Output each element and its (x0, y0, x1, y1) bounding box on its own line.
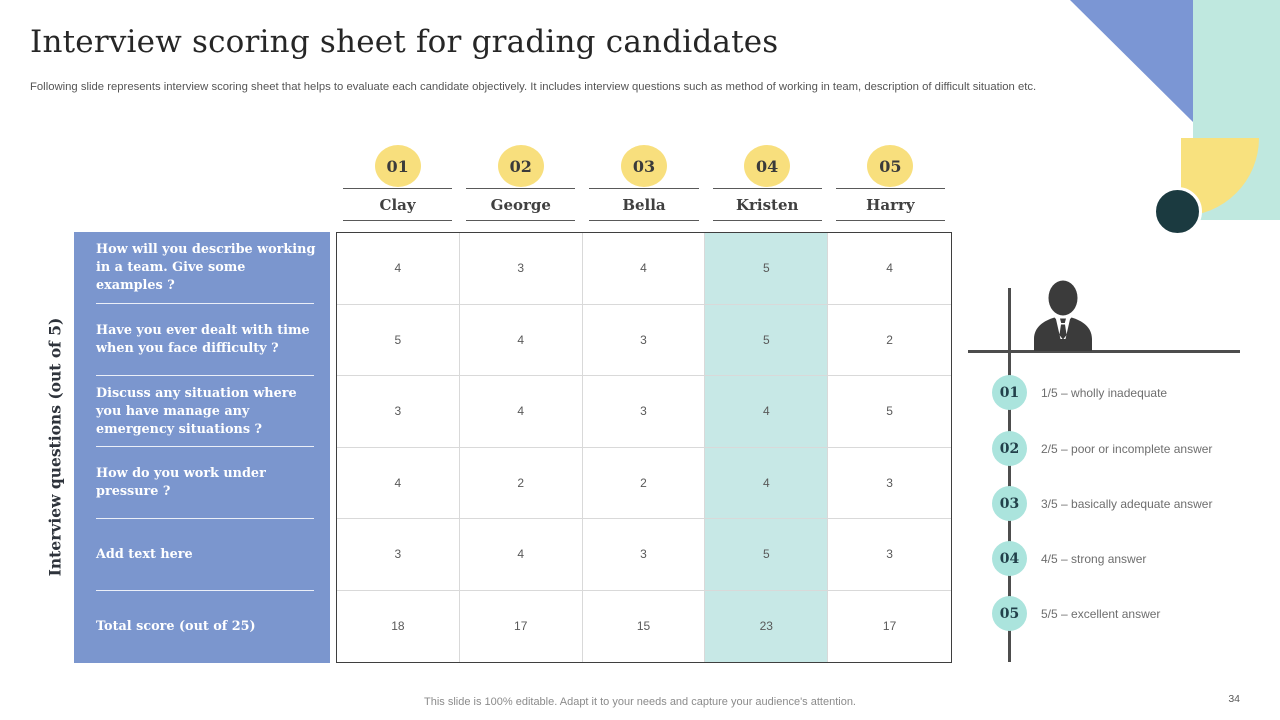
score-cell: 3 (582, 304, 706, 376)
candidate-column-harry: 05 Harry (829, 140, 952, 232)
candidate-name: Kristen (712, 188, 822, 221)
total-score-label: Total score (out of 25) (96, 619, 256, 635)
candidate-column-george: 02 George (459, 140, 582, 232)
question-panel: How will you describe working in a team.… (74, 232, 330, 663)
legend-label: 4/5 – strong answer (1041, 551, 1147, 566)
question-text: Add text here (96, 547, 193, 563)
legend-horizontal-line (968, 350, 1240, 353)
legend-number-badge: 01 (992, 375, 1027, 410)
page-subtitle: Following slide represents interview sco… (30, 81, 1037, 93)
score-cell: 2 (582, 447, 706, 519)
question-row: Discuss any situation where you have man… (74, 376, 330, 448)
score-table: 4 3 4 5 4 5 4 3 5 2 3 4 3 4 5 4 2 2 4 3 … (336, 232, 952, 663)
axis-label: Interview questions (out of 5) (45, 317, 65, 577)
question-text: How will you describe working in a team.… (96, 242, 316, 293)
score-cell: 2 (459, 447, 583, 519)
legend-item: 04 4/5 – strong answer (992, 541, 1146, 576)
legend-item: 03 3/5 – basically adequate answer (992, 486, 1212, 521)
score-cell-highlighted: 5 (705, 304, 829, 376)
question-text: Have you ever dealt with time when you f… (96, 322, 310, 356)
score-cell-highlighted: 5 (705, 233, 829, 305)
legend-number-badge: 02 (992, 431, 1027, 466)
question-text: Discuss any situation where you have man… (96, 385, 297, 437)
candidate-column-bella: 03 Bella (582, 140, 705, 232)
score-cell: 3 (337, 376, 460, 448)
legend-label: 2/5 – poor or incomplete answer (1041, 441, 1213, 456)
score-cell: 2 (828, 305, 951, 376)
candidate-number-badge: 01 (374, 145, 421, 187)
candidate-column-kristen: 04 Kristen (706, 140, 829, 232)
score-cell: 5 (828, 376, 951, 448)
score-cell: 4 (459, 376, 583, 448)
total-score-cell: 17 (882, 619, 897, 634)
score-cell: 4 (828, 233, 951, 305)
legend-number-badge: 04 (992, 541, 1027, 576)
score-cell-highlighted: 4 (705, 447, 829, 519)
legend-number-badge: 03 (992, 486, 1027, 521)
score-cell: 4 (459, 304, 583, 376)
score-cell-highlighted: 5 (705, 519, 829, 591)
question-row: How will you describe working in a team.… (74, 232, 330, 304)
candidate-number-badge: 05 (867, 145, 914, 187)
score-cell: 3 (582, 376, 706, 448)
legend-vertical-line (1008, 288, 1011, 662)
total-score-cell-highlighted: 23 (705, 590, 829, 662)
score-cell-highlighted: 4 (705, 376, 829, 448)
page-title: Interview scoring sheet for grading cand… (30, 24, 779, 60)
interviewer-person-icon (1034, 280, 1092, 351)
question-row: Add text here (74, 519, 330, 591)
score-cell: 4 (337, 233, 460, 305)
score-cell: 3 (337, 519, 460, 591)
total-score-cell: 17 (460, 590, 583, 662)
candidate-column-clay: 01 Clay (336, 140, 459, 232)
total-score-row: Total score (out of 25) (74, 591, 330, 663)
score-cell: 4 (459, 519, 583, 591)
legend-label: 1/5 – wholly inadequate (1041, 385, 1168, 400)
question-row: How do you work under pressure ? (74, 447, 330, 520)
candidate-number-badge: 04 (744, 145, 791, 187)
decor-triangle (1070, 0, 1193, 122)
legend-number-badge: 05 (992, 596, 1027, 631)
score-cell: 4 (582, 233, 706, 305)
score-cell: 3 (828, 519, 951, 591)
candidate-name: Bella (589, 188, 699, 221)
score-cell: 5 (337, 304, 460, 376)
candidate-number-badge: 02 (497, 145, 544, 187)
candidate-name: Harry (835, 188, 945, 221)
legend-item: 05 5/5 – excellent answer (992, 596, 1160, 631)
question-row: Have you ever dealt with time when you f… (74, 304, 330, 376)
legend-item: 02 2/5 – poor or incomplete answer (992, 431, 1212, 466)
score-cell: 4 (337, 447, 460, 519)
score-cell: 3 (828, 448, 951, 519)
page-number: 34 (1228, 693, 1240, 705)
decor-dot (1153, 187, 1202, 236)
legend-label: 5/5 – excellent answer (1041, 606, 1161, 621)
total-score-cell: 18 (337, 590, 460, 662)
candidate-number-badge: 03 (620, 145, 667, 187)
footer-note: This slide is 100% editable. Adapt it to… (424, 696, 856, 708)
legend-item: 01 1/5 – wholly inadequate (992, 375, 1167, 410)
score-cell: 3 (459, 233, 583, 305)
score-cell: 3 (582, 519, 706, 591)
candidate-header: 01 Clay 02 George 03 Bella 04 Kristen 05… (336, 140, 952, 232)
candidate-name: Clay (343, 188, 453, 221)
legend-label: 3/5 – basically adequate answer (1041, 496, 1213, 511)
candidate-name: George (466, 188, 576, 221)
question-text: How do you work under pressure ? (96, 466, 266, 500)
total-score-cell: 15 (583, 590, 706, 662)
